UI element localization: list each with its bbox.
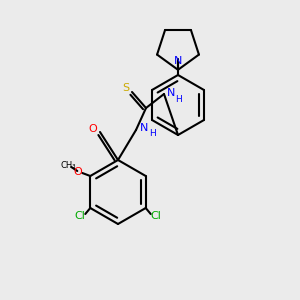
Text: CH₃: CH₃ [61,161,76,170]
Text: N: N [174,56,182,66]
Text: N: N [140,123,148,133]
Text: S: S [122,83,130,93]
Text: H: H [176,94,182,103]
Text: Cl: Cl [150,211,161,221]
Text: Cl: Cl [75,211,86,221]
Text: O: O [88,124,98,134]
Text: N: N [167,88,175,98]
Text: O: O [73,167,82,177]
Text: H: H [148,130,155,139]
